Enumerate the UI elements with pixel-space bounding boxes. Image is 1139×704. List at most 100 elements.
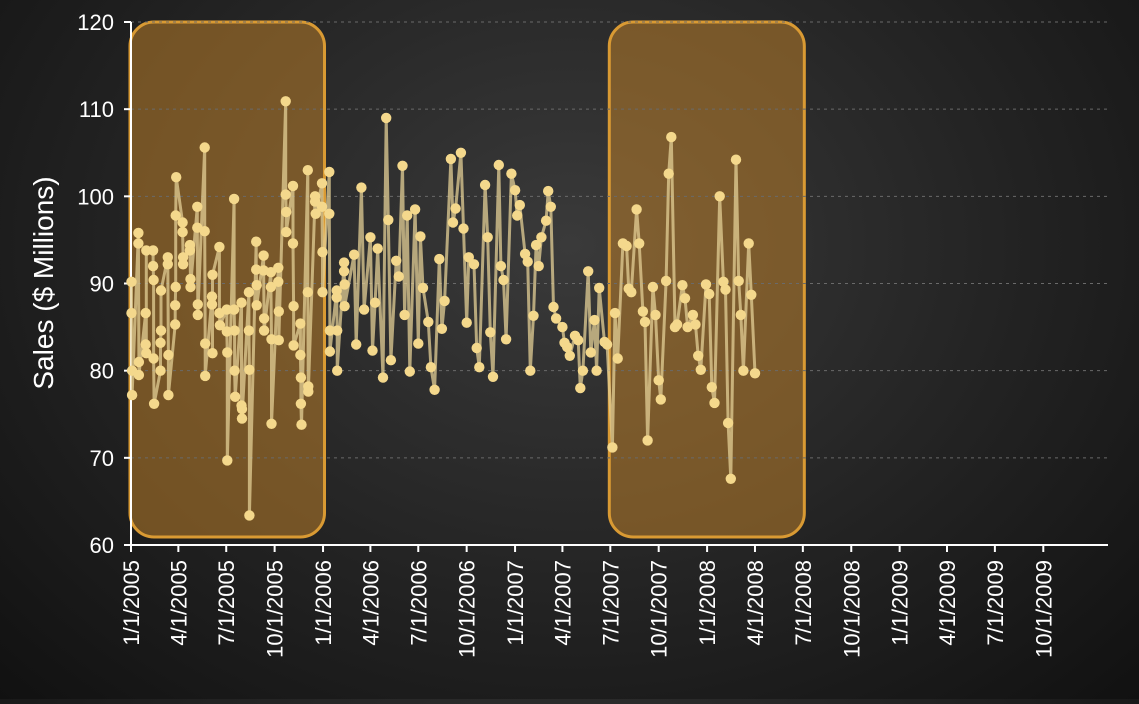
- data-point-6: [133, 238, 144, 249]
- data-point-9: [140, 307, 151, 319]
- data-point-14: [147, 260, 159, 272]
- data-point-146: [425, 362, 437, 373]
- data-point-185: [557, 321, 568, 333]
- data-point-95: [295, 318, 306, 329]
- data-point-26: [170, 319, 181, 330]
- data-point-55: [221, 326, 232, 337]
- data-point-155: [458, 223, 469, 234]
- data-point-77: [258, 313, 270, 324]
- data-point-124: [351, 339, 362, 350]
- data-point-190: [573, 335, 584, 346]
- data-point-8: [133, 369, 145, 381]
- data-point-162: [482, 232, 493, 243]
- data-point-178: [533, 260, 544, 272]
- data-point-4: [126, 389, 138, 401]
- data-point-30: [171, 172, 182, 183]
- x-tick-label-1: 1/1/2005: [119, 560, 144, 646]
- data-point-92: [287, 238, 299, 249]
- data-point-131: [377, 372, 389, 383]
- data-point-166: [495, 260, 507, 272]
- x-tick-label-7: 7/1/2006: [406, 560, 431, 646]
- data-point-60: [229, 325, 240, 336]
- data-point-42: [192, 309, 203, 321]
- data-point-41: [192, 299, 203, 310]
- data-point-196: [591, 365, 602, 376]
- data-point-160: [474, 362, 485, 373]
- data-point-129: [369, 297, 381, 308]
- data-point-31: [177, 217, 188, 228]
- data-point-132: [381, 112, 392, 124]
- data-point-103: [303, 386, 314, 397]
- data-point-116: [331, 292, 342, 303]
- data-point-243: [749, 368, 761, 379]
- data-point-20: [155, 325, 167, 336]
- data-point-51: [214, 241, 225, 253]
- data-point-15: [148, 274, 159, 286]
- data-point-34: [177, 259, 189, 270]
- data-point-167: [498, 274, 509, 286]
- data-point-69: [244, 364, 255, 375]
- data-point-181: [543, 185, 554, 197]
- data-point-96: [295, 349, 306, 361]
- data-point-117: [332, 325, 343, 336]
- data-point-226: [693, 350, 704, 361]
- data-point-139: [402, 210, 413, 221]
- data-point-68: [243, 325, 255, 336]
- data-point-151: [445, 153, 457, 165]
- y-tick-label-80: 80: [90, 359, 114, 384]
- data-point-221: [677, 280, 688, 291]
- data-point-2: [126, 307, 137, 319]
- data-point-59: [228, 304, 240, 315]
- data-point-228: [700, 279, 712, 290]
- grid-layer: [131, 21, 1108, 459]
- data-point-232: [714, 191, 725, 202]
- data-point-188: [564, 350, 575, 361]
- data-point-27: [170, 300, 181, 311]
- data-point-17: [148, 398, 160, 409]
- data-point-148: [434, 253, 445, 265]
- data-point-144: [417, 282, 429, 294]
- data-point-46: [200, 370, 211, 382]
- data-point-210: [639, 316, 651, 328]
- data-point-163: [485, 327, 496, 338]
- data-point-176: [528, 310, 539, 321]
- data-point-108: [316, 201, 328, 212]
- data-point-125: [356, 182, 367, 193]
- data-point-130: [372, 243, 383, 254]
- data-point-225: [690, 319, 701, 330]
- data-point-88: [280, 189, 291, 200]
- x-tick-label-10: 4/1/2007: [550, 560, 575, 646]
- data-point-90: [281, 226, 292, 238]
- data-point-18: [155, 365, 166, 376]
- data-point-201: [609, 307, 621, 319]
- data-point-231: [709, 397, 720, 409]
- data-point-165: [493, 159, 504, 171]
- data-point-202: [612, 353, 623, 364]
- data-point-153: [450, 203, 461, 214]
- data-point-182: [545, 201, 556, 212]
- data-point-44: [199, 226, 210, 237]
- data-point-145: [423, 316, 434, 328]
- data-point-101: [302, 287, 313, 298]
- data-point-25: [163, 389, 174, 401]
- data-point-233: [718, 276, 729, 287]
- x-tick-label-20: 10/1/2009: [1031, 560, 1056, 658]
- data-point-174: [522, 256, 533, 267]
- data-point-45: [200, 338, 211, 349]
- data-point-118: [332, 365, 343, 376]
- data-point-172: [514, 199, 525, 211]
- data-point-93: [288, 301, 299, 312]
- data-point-67: [243, 287, 255, 298]
- data-point-85: [273, 306, 284, 317]
- data-point-224: [687, 309, 699, 321]
- data-point-48: [206, 299, 218, 310]
- y-tick-layer: 60 70 80 90 100 110 120: [77, 10, 131, 558]
- data-point-191: [575, 382, 586, 394]
- x-tick-label-2: 4/1/2005: [166, 560, 191, 646]
- data-point-170: [509, 185, 521, 196]
- data-point-164: [487, 371, 499, 382]
- data-point-192: [577, 365, 589, 376]
- data-point-122: [339, 301, 350, 312]
